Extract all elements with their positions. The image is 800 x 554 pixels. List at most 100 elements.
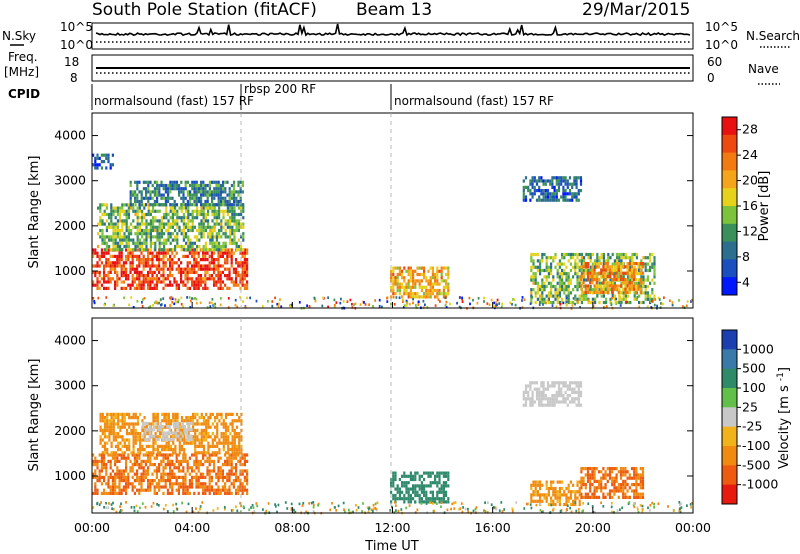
power-cell-0: [204, 280, 207, 284]
power-cell-1: [145, 248, 148, 252]
velocity-cell-6: [552, 499, 555, 503]
power-speckle: [290, 304, 292, 308]
power-cell-0: [199, 258, 202, 262]
velocity-cell-5: [604, 473, 607, 477]
velocity-cell-1: [205, 432, 208, 436]
power-cell-0: [202, 251, 205, 255]
velocity-cell-0: [142, 488, 145, 492]
power-cell-1: [138, 225, 141, 229]
power-cell-7: [630, 268, 634, 272]
velocity-cell-2: [142, 434, 145, 438]
power-cell-0: [177, 286, 180, 290]
velocity-speckle: [667, 505, 669, 508]
velocity-cell-0: [100, 456, 103, 460]
velocity-cell-5: [602, 473, 605, 477]
power-cell-0: [180, 274, 183, 278]
power-cell-0: [246, 261, 249, 265]
power-cell-2: [184, 180, 187, 184]
velocity-cell-5: [595, 467, 598, 471]
velocity-cell-1: [222, 419, 225, 423]
power-cell-0: [142, 274, 145, 278]
velocity-cell-1: [216, 422, 219, 426]
power-cell-4: [412, 269, 415, 273]
velocity-cell-3: [436, 484, 439, 488]
velocity-cell-5: [641, 479, 645, 483]
power-cell-1: [145, 238, 148, 242]
power-cell-0: [142, 261, 145, 265]
velocity-cell-0: [226, 475, 229, 479]
velocity-cell-0: [243, 488, 246, 492]
power-cell-2: [178, 187, 181, 191]
velocity-speckle: [343, 510, 346, 513]
velocity-cell-1: [132, 412, 135, 416]
velocity-cell-0: [92, 459, 95, 463]
power-cell-5: [568, 176, 572, 180]
power-cell-0: [114, 270, 117, 274]
power-cell-0: [230, 251, 233, 255]
power-speckle: [170, 297, 172, 301]
power-cell-2: [169, 190, 172, 194]
velocity-cell-0: [208, 463, 211, 467]
velocity-cell-0: [92, 472, 95, 476]
power-cell-7: [635, 271, 638, 275]
power-cell-4: [445, 279, 448, 283]
velocity-cell-1: [222, 444, 225, 448]
velocity-cell-0: [158, 466, 161, 470]
power-cell-6: [587, 256, 590, 260]
power-cell-2: [222, 190, 225, 194]
velocity-cell-0: [151, 472, 154, 476]
power-cell-2: [131, 190, 134, 194]
power-cell-1: [130, 222, 133, 226]
power-cell-6: [565, 278, 568, 282]
power-cell-0: [246, 251, 249, 255]
velocity-cell-0: [160, 479, 163, 483]
power-speckle: [314, 299, 317, 303]
velocity-cell-3: [427, 471, 430, 475]
velocity-cell-1: [103, 435, 107, 439]
velocity-cell-4: [555, 381, 558, 385]
velocity-cell-0: [228, 469, 231, 473]
power-cell-6: [554, 294, 557, 298]
velocity-cell-0: [138, 466, 141, 470]
power-cell-5: [579, 182, 583, 186]
velocity-cell-1: [216, 444, 219, 448]
velocity-cell-0: [162, 453, 165, 457]
power-cell-7: [584, 265, 587, 269]
velocity-cell-1: [172, 435, 175, 439]
velocity-cell-1: [229, 448, 232, 452]
power-cell-6: [611, 294, 614, 298]
power-cell-6: [532, 252, 535, 257]
power-cell-0: [230, 258, 233, 262]
velocity-cell-1: [163, 419, 166, 423]
velocity-cell-1: [156, 422, 159, 426]
power-speckle: [333, 298, 336, 302]
power-cell-1: [182, 244, 185, 249]
power-cell-1: [231, 219, 234, 223]
velocity-cell-1: [119, 441, 122, 445]
velocity-cell-1: [165, 416, 168, 420]
velocity-cell-0: [118, 469, 121, 473]
power-cell-1: [196, 209, 199, 213]
velocity-cell-3: [412, 474, 415, 478]
velocity-cell-5: [591, 467, 594, 471]
velocity-cell-0: [237, 491, 240, 495]
power-cell-5: [538, 198, 541, 202]
power-cell-0: [109, 254, 112, 258]
power-cell-1: [222, 248, 225, 252]
velocity-cell-6: [552, 490, 555, 494]
power-speckle: [495, 304, 497, 307]
power-cell-1: [182, 228, 185, 233]
power-cell-6: [618, 300, 621, 305]
velocity-cell-4: [560, 400, 563, 404]
power-cell-7: [597, 262, 601, 266]
power-speckle: [412, 301, 414, 305]
power-cell-4: [436, 282, 439, 286]
velocity-cell-4: [571, 400, 574, 404]
velocity-cell-0: [118, 475, 121, 479]
power-cell-4: [412, 279, 415, 283]
velocity-cell-1: [191, 441, 195, 445]
power-speckle: [351, 302, 353, 306]
power-cell-5: [560, 179, 563, 183]
velocity-cell-0: [140, 479, 143, 483]
power-cell-1: [114, 248, 117, 252]
